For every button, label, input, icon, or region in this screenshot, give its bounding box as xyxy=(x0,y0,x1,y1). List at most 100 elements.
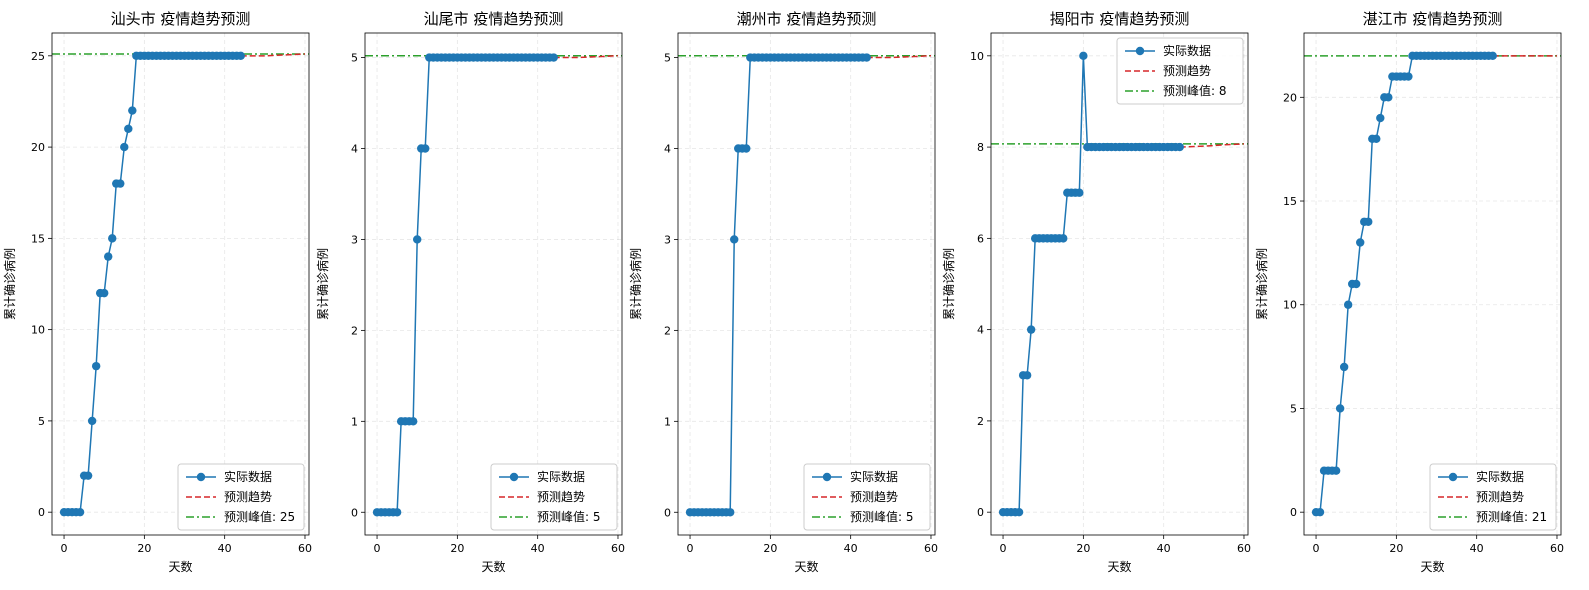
x-tick-label: 0 xyxy=(61,542,68,555)
y-axis-label: 累计确诊病例 xyxy=(1254,248,1269,320)
x-tick-label: 0 xyxy=(1313,542,1320,555)
y-tick-label: 25 xyxy=(31,50,45,63)
data-point xyxy=(408,417,418,426)
y-axis-label: 累计确诊病例 xyxy=(628,248,643,320)
y-tick-label: 4 xyxy=(351,142,358,155)
legend-label: 预测峰值: 8 xyxy=(1163,83,1227,98)
data-point xyxy=(413,235,422,244)
axes-frame xyxy=(364,32,623,536)
data-point xyxy=(120,142,129,152)
actual-line xyxy=(1316,55,1493,513)
plot-area xyxy=(991,51,1248,517)
legend-marker xyxy=(1135,46,1145,56)
chart-panel-4: 湛江市 疫情趋势预测 0 20 40 60 0 5 10 15 20 天数 累计确诊病例实际数据预测趋… xyxy=(1254,10,1564,574)
data-point xyxy=(1335,404,1345,413)
x-tick-label: 60 xyxy=(611,542,625,555)
legend-label: 预测趋势 xyxy=(1476,490,1524,504)
y-tick-label: 5 xyxy=(1290,402,1297,415)
legend-marker xyxy=(822,472,832,482)
y-tick-label: 20 xyxy=(1283,91,1297,104)
legend-label: 预测趋势 xyxy=(850,490,898,504)
data-point xyxy=(862,53,871,62)
trend-line xyxy=(553,54,619,59)
y-tick-label: 6 xyxy=(977,232,984,245)
legend-marker xyxy=(509,472,519,482)
data-point xyxy=(549,53,558,62)
actual-line xyxy=(690,56,867,514)
data-point xyxy=(742,144,751,153)
y-tick-label: 10 xyxy=(31,324,45,337)
y-tick-label: 1 xyxy=(664,415,671,428)
plot-area xyxy=(52,51,309,517)
x-tick-label: 20 xyxy=(1389,542,1403,555)
legend-marker xyxy=(1448,472,1458,482)
data-point xyxy=(1339,362,1349,372)
legend-box xyxy=(1429,463,1557,531)
y-tick-label: 5 xyxy=(351,52,358,65)
data-point xyxy=(83,471,93,480)
data-point xyxy=(1014,507,1024,517)
plot-area xyxy=(678,53,935,517)
legend-label: 实际数据 xyxy=(1163,43,1211,58)
actual-line xyxy=(64,55,241,513)
y-tick-label: 0 xyxy=(351,506,358,519)
legend-box xyxy=(490,463,618,531)
data-point xyxy=(1384,93,1393,102)
x-tick-label: 60 xyxy=(298,542,312,555)
data-point xyxy=(1364,217,1373,226)
data-point xyxy=(91,361,101,371)
x-tick-label: 60 xyxy=(924,542,938,555)
x-tick-label: 0 xyxy=(1000,542,1007,555)
actual-line xyxy=(377,56,554,514)
chart-panel-2: 潮州市 疫情趋势预测 0 20 40 60 0 1 2 3 4 5 天数 累计确诊病例实际数据预测趋势预… xyxy=(628,10,938,574)
x-tick-label: 60 xyxy=(1550,542,1564,555)
data-point xyxy=(87,416,97,426)
y-tick-label: 2 xyxy=(351,324,358,337)
y-tick-label: 8 xyxy=(977,141,984,154)
trend-line xyxy=(1179,143,1245,148)
axes-frame xyxy=(677,32,936,536)
data-point xyxy=(1376,113,1385,123)
plot-area xyxy=(365,53,622,517)
legend-label: 预测趋势 xyxy=(224,490,272,504)
x-axis-label: 天数 xyxy=(794,559,818,574)
y-axis-label: 累计确诊病例 xyxy=(2,248,17,320)
x-axis-label: 天数 xyxy=(168,559,192,574)
data-point xyxy=(1075,188,1084,197)
y-tick-label: 10 xyxy=(970,50,984,63)
chart-title: 汕头市 疫情趋势预测 xyxy=(111,10,251,28)
data-point xyxy=(1315,507,1325,517)
y-tick-label: 5 xyxy=(38,415,45,428)
data-point xyxy=(1059,234,1068,243)
trend-line xyxy=(240,53,306,57)
data-point xyxy=(236,51,245,61)
axes-frame xyxy=(990,32,1249,536)
chart-title: 潮州市 疫情趋势预测 xyxy=(737,10,877,28)
data-point xyxy=(1404,72,1413,81)
data-point xyxy=(1356,238,1365,247)
data-point xyxy=(124,124,133,134)
x-tick-label: 20 xyxy=(763,542,777,555)
x-tick-label: 20 xyxy=(1076,542,1090,555)
data-point xyxy=(1175,142,1184,152)
x-tick-label: 40 xyxy=(844,542,858,555)
data-point xyxy=(421,144,430,153)
y-tick-label: 3 xyxy=(664,233,671,246)
trend-line xyxy=(866,54,932,59)
legend-label: 实际数据 xyxy=(537,469,585,484)
actual-line xyxy=(1003,55,1180,513)
y-tick-label: 0 xyxy=(664,506,671,519)
x-tick-label: 40 xyxy=(531,542,545,555)
legend-box xyxy=(177,463,305,531)
y-axis-label: 累计确诊病例 xyxy=(941,248,956,320)
data-point xyxy=(1079,51,1088,61)
x-tick-label: 20 xyxy=(137,542,151,555)
data-point xyxy=(1352,279,1361,289)
x-tick-label: 60 xyxy=(1237,542,1251,555)
legend-label: 预测峰值: 5 xyxy=(537,509,601,524)
y-tick-label: 15 xyxy=(1283,195,1297,208)
y-tick-label: 2 xyxy=(977,415,984,428)
